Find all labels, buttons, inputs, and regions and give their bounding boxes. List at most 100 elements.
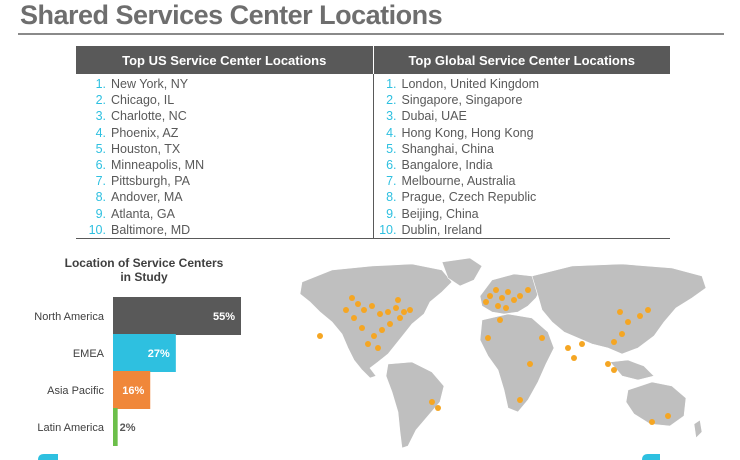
location-rank: 8. [386,190,397,205]
location-city: Dublin, Ireland [401,222,483,237]
service-center-marker [665,413,671,419]
service-center-marker [611,339,617,345]
location-rank: 3. [95,109,106,124]
service-center-marker [517,293,523,299]
world-map-land [299,257,707,449]
service-center-marker [393,305,399,311]
location-city: Andover, MA [111,190,183,205]
service-center-marker [387,321,393,327]
location-city: Charlotte, NC [111,109,187,124]
location-rank: 10. [88,222,106,237]
chart-title-line: Location of Service Centers [64,256,224,270]
service-center-marker [645,307,651,313]
service-center-marker [343,307,349,313]
service-center-marker [395,297,401,303]
service-center-marker [355,301,361,307]
location-city: Shanghai, China [401,141,494,156]
service-center-marker [565,345,571,351]
location-city: Baltimore, MD [111,222,191,237]
global-locations-header: Top Global Service Center Locations [373,46,670,74]
bar-latin-america [113,408,118,446]
location-list-item: 9. Beijing, China [374,206,671,222]
service-center-marker [359,325,365,331]
us-locations-header: Top US Service Center Locations [76,46,374,74]
service-centers-bar-chart: North America 55% EMEA 27% Asia Pacific 16% La… [34,297,241,446]
location-rank: 10. [379,222,397,237]
location-list-item: 2. Chicago, IL [76,92,373,108]
bar-north-america [113,297,241,335]
service-center-marker [351,315,357,321]
location-city: Bangalore, India [401,157,493,172]
location-list-item: 10. Dublin, Ireland [374,222,671,238]
bar-asia-pacific [113,371,151,409]
us-locations-column: 1. New York, NY 2. Chicago, IL 3. Charlotte, … [76,74,374,238]
service-center-marker [487,293,493,299]
location-city: Phoenix, AZ [111,125,179,140]
location-list-item: 3. Dubai, UAE [374,108,671,124]
global-locations-list: 1. London, United Kingdom 2. Singapore, Sin… [374,76,671,238]
service-center-marker [377,311,383,317]
new-zealand-landmass [693,419,703,439]
location-city: Beijing, China [401,206,479,221]
service-center-marker [349,295,355,301]
greenland-landmass [441,257,483,287]
location-list-item: 7. Pittsburgh, PA [76,173,373,189]
title-divider [18,33,724,35]
location-city: Singapore, Singapore [401,93,523,108]
service-center-marker [385,309,391,315]
africa-landmass [479,313,555,413]
service-center-marker [571,355,577,361]
service-center-marker [525,287,531,293]
service-center-marker [499,295,505,301]
category-label: North America [34,311,105,323]
asia-landmass [531,263,707,355]
us-locations-list: 1. New York, NY 2. Chicago, IL 3. Charlotte, … [76,76,373,238]
service-center-marker [429,399,435,405]
footer-corner-shape [642,454,660,460]
location-rank: 6. [386,157,397,172]
service-center-marker [539,335,545,341]
europe-landmass [479,273,543,315]
location-list-item: 4. Hong Kong, Hong Kong [374,125,671,141]
service-center-marker [497,317,503,323]
world-map [299,257,707,449]
location-rank: 1. [95,77,106,91]
service-center-marker [317,333,323,339]
service-center-marker [619,331,625,337]
service-center-marker [637,313,643,319]
location-rank: 5. [95,141,106,156]
service-center-marker [371,333,377,339]
bar-value-label: 16% [122,385,144,397]
locations-table: Top US Service Center Locations Top Glob… [76,46,670,239]
category-label: EMEA [73,348,105,360]
service-center-marker [579,341,585,347]
category-label: Asia Pacific [47,385,104,397]
service-center-marker [493,287,499,293]
service-center-marker [611,367,617,373]
location-rank: 4. [95,125,106,140]
location-list-item: 10. Baltimore, MD [76,222,373,238]
location-city: New York, NY [111,77,189,91]
north-america-landmass [299,263,453,379]
service-center-marker [435,405,441,411]
location-list-item: 1. London, United Kingdom [374,76,671,92]
bar-emea [113,334,176,372]
service-center-marker [485,335,491,341]
location-rank: 9. [95,206,106,221]
location-city: Prague, Czech Republic [401,190,537,205]
location-list-item: 6. Bangalore, India [374,157,671,173]
location-rank: 9. [386,206,397,221]
location-list-item: 1. New York, NY [76,76,373,92]
service-center-marker [505,289,511,295]
location-list-item: 8. Andover, MA [76,189,373,205]
service-center-marker [397,315,403,321]
global-locations-column: 1. London, United Kingdom 2. Singapore, Sin… [373,74,670,238]
south-america-landmass [385,361,445,449]
location-city: London, United Kingdom [401,77,540,91]
table-bottom-rule [76,237,373,239]
location-list-item: 3. Charlotte, NC [76,108,373,124]
service-center-marker [361,307,367,313]
location-list-item: 5. Houston, TX [76,141,373,157]
service-center-marker [495,303,501,309]
service-center-marker [517,397,523,403]
